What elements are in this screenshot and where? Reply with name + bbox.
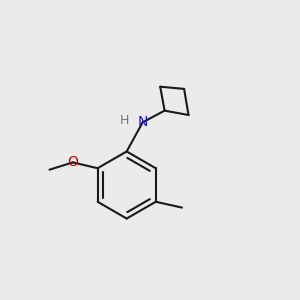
Text: O: O <box>68 155 78 170</box>
Text: N: N <box>137 115 148 129</box>
Text: H: H <box>120 114 129 127</box>
